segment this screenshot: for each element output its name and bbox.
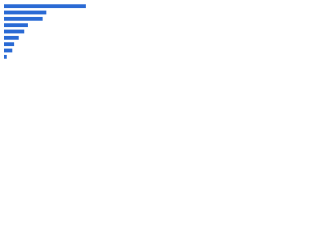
bar — [4, 4, 86, 9]
bar — [4, 23, 28, 28]
bar — [4, 54, 7, 59]
bar — [4, 16, 43, 21]
bar — [4, 10, 47, 15]
bar — [4, 48, 13, 53]
bar — [4, 29, 25, 34]
chart — [4, 4, 86, 59]
bar — [4, 35, 19, 40]
bar — [4, 42, 15, 47]
